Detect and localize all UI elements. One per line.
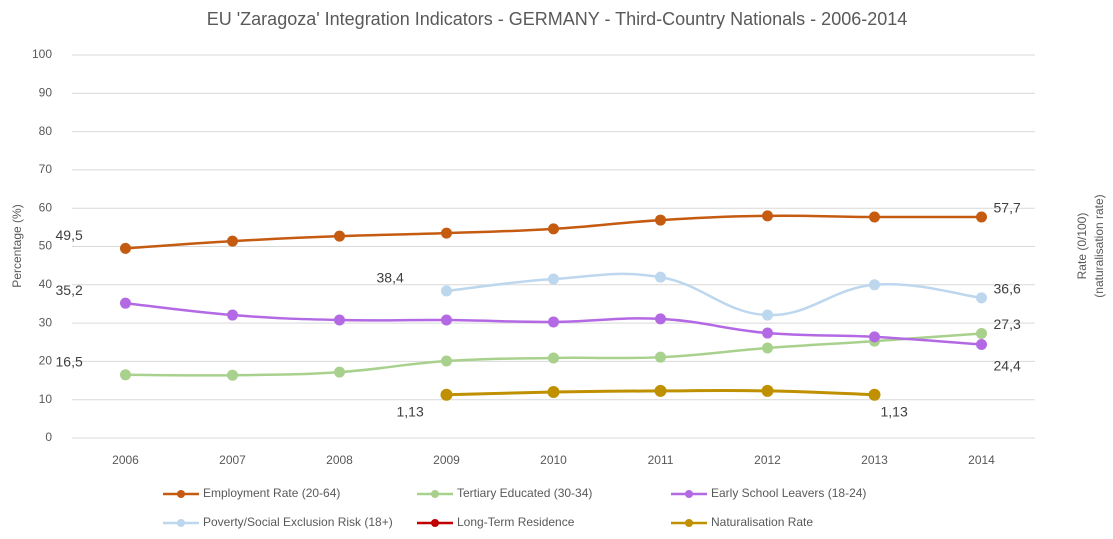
data-point	[120, 369, 131, 381]
data-point	[762, 342, 773, 354]
data-label: 1,13	[881, 403, 908, 419]
x-tick-label: 2009	[433, 453, 460, 467]
data-label: 36,6	[994, 281, 1021, 297]
x-tick-label: 2007	[219, 453, 246, 467]
data-point	[761, 384, 774, 397]
data-point	[654, 384, 667, 397]
data-point	[441, 285, 452, 297]
x-tick-label: 2008	[326, 453, 353, 467]
data-label: 1,13	[397, 403, 424, 419]
y-tick-label: 10	[39, 392, 53, 406]
data-point	[762, 327, 773, 339]
data-point	[976, 211, 987, 223]
legend-marker	[685, 490, 693, 498]
data-point	[548, 223, 559, 235]
y-axis-label: Percentage (%)	[10, 204, 24, 287]
data-label: 57,7	[994, 200, 1021, 216]
legend-label: Tertiary Educated (30-34)	[457, 486, 592, 500]
legend-label: Employment Rate (20-64)	[203, 486, 340, 500]
x-tick-label: 2010	[540, 453, 567, 467]
x-tick-label: 2014	[968, 453, 995, 467]
y-tick-label: 100	[32, 47, 52, 61]
data-label: 27,3	[994, 316, 1021, 332]
y-tick-label: 30	[39, 315, 53, 329]
data-point	[869, 331, 880, 343]
legend-marker	[431, 490, 439, 498]
y-tick-label: 80	[39, 124, 53, 138]
data-point	[976, 292, 987, 304]
legend-label: Long-Term Residence	[457, 515, 575, 529]
data-point	[227, 235, 238, 247]
data-point	[548, 352, 559, 364]
data-point	[976, 339, 987, 351]
data-point	[548, 316, 559, 328]
legend-marker	[685, 519, 693, 527]
data-point	[548, 273, 559, 285]
legend-marker	[431, 519, 439, 527]
x-tick-label: 2011	[648, 453, 674, 467]
y-tick-label: 50	[39, 239, 53, 253]
y-tick-label: 0	[45, 430, 52, 444]
data-point	[334, 314, 345, 326]
data-point	[440, 388, 453, 401]
y-tick-label: 40	[39, 277, 53, 291]
y-tick-label: 90	[39, 85, 53, 99]
chart-title: EU 'Zaragoza' Integration Indicators - G…	[207, 9, 908, 29]
data-label: 49,5	[56, 227, 83, 243]
data-point	[441, 314, 452, 326]
y-tick-label: 20	[39, 354, 53, 368]
y-tick-label: 60	[39, 200, 53, 214]
data-point	[227, 309, 238, 321]
data-point	[869, 279, 880, 291]
x-tick-label: 2006	[112, 453, 139, 467]
data-point	[655, 214, 666, 226]
data-point	[227, 369, 238, 381]
data-label: 24,4	[994, 357, 1021, 373]
data-label: 38,4	[377, 270, 404, 286]
legend-marker	[177, 490, 185, 498]
legend-label: Early School Leavers (18-24)	[711, 486, 866, 500]
data-point	[655, 271, 666, 283]
series-line	[446, 272, 982, 317]
data-point	[869, 211, 880, 223]
y2-axis-label: Rate (0/100)	[1075, 213, 1089, 280]
data-point	[441, 227, 452, 239]
data-point	[762, 309, 773, 321]
data-label: 35,2	[56, 282, 83, 298]
data-point	[547, 386, 560, 399]
data-point	[334, 230, 345, 242]
legend-label: Poverty/Social Exclusion Risk (18+)	[203, 515, 393, 529]
data-point	[120, 297, 131, 309]
legend-label: Naturalisation Rate	[711, 515, 813, 529]
data-point	[762, 210, 773, 222]
data-point	[441, 355, 452, 367]
x-tick-label: 2013	[861, 453, 888, 467]
data-point	[334, 366, 345, 378]
legend-marker	[177, 519, 185, 527]
y-tick-label: 70	[39, 162, 53, 176]
x-tick-label: 2012	[754, 453, 781, 467]
data-point	[868, 388, 881, 401]
data-point	[655, 313, 666, 325]
data-point	[655, 351, 666, 363]
data-label: 16,5	[56, 354, 83, 370]
data-point	[976, 327, 987, 339]
y2-axis-label: (naturalisation rate)	[1092, 194, 1106, 297]
data-point	[120, 242, 131, 254]
